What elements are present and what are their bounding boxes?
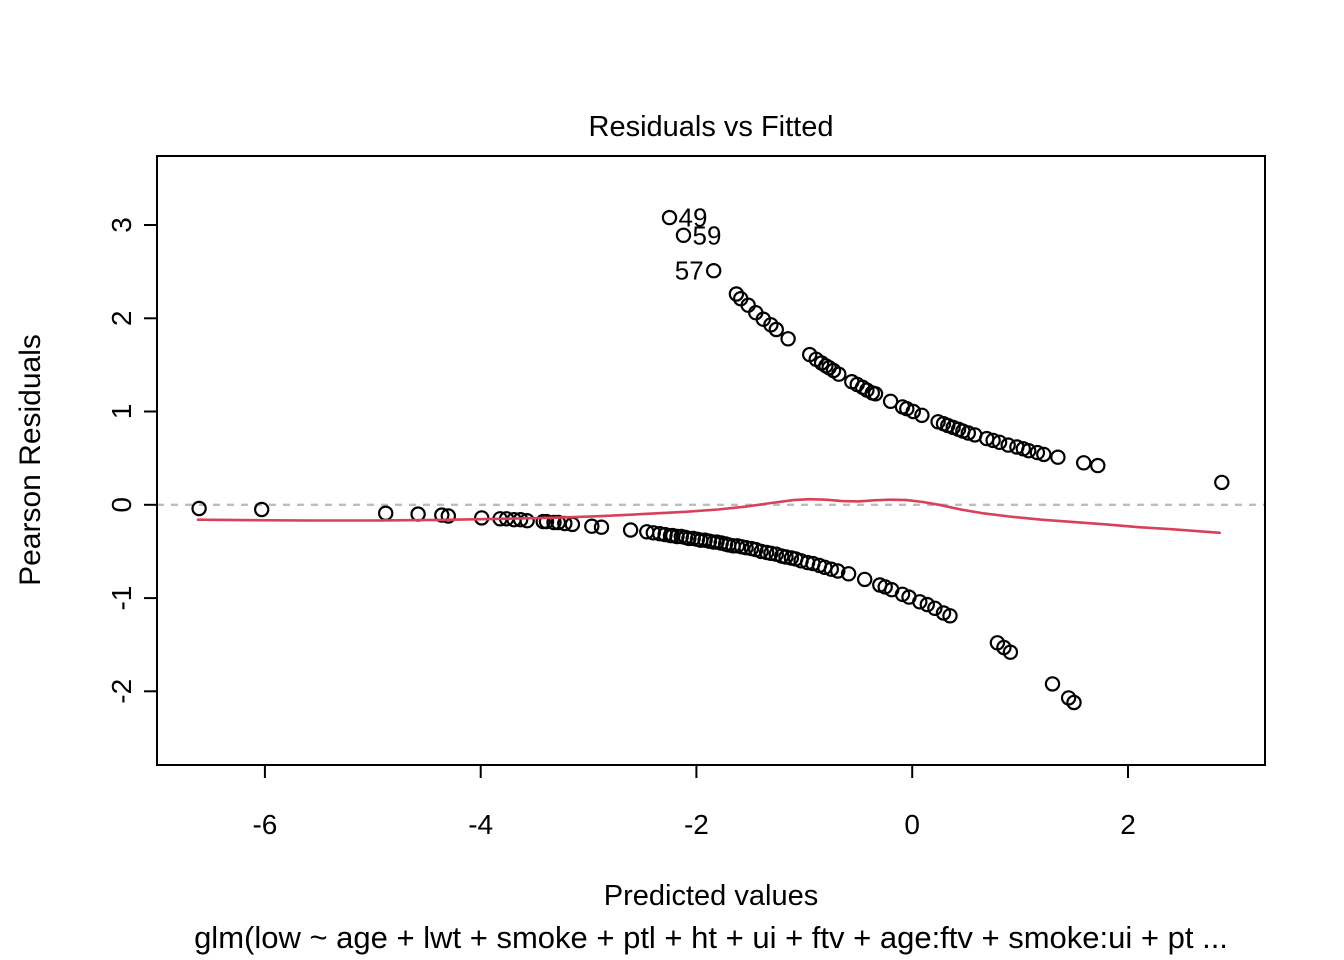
data-point-negative-residuals [942,608,958,624]
y-tick-label: 1 [106,404,137,420]
data-point-positive-residuals [768,321,785,338]
data-point-positive-residuals [882,393,899,409]
model-caption: glm(low ~ age + lwt + smoke + ptl + ht +… [194,920,1228,955]
data-point-negative-residuals [410,506,426,522]
y-tick-label: 2 [106,311,137,327]
data-point-negative-residuals [927,600,943,617]
data-point-negative-residuals [763,545,779,562]
y-tick-label: -2 [106,679,137,704]
data-point-positive-residuals [991,434,1008,450]
data-point-negative-residuals [912,594,928,610]
data-point-positive-residuals [831,366,847,382]
data-point-negative-residuals [440,508,456,524]
smoother-line [196,497,1221,535]
data-point-positive-residuals [1000,437,1016,453]
data-point-positive-residuals [706,263,722,279]
data-point-positive-residuals [661,209,678,226]
data-point-positive-residuals [1075,455,1092,471]
data-point-negative-residuals [584,518,600,534]
x-axis-label: Predicted values [603,880,819,912]
data-point-positive-residuals [1050,449,1066,465]
data-point-negative-residuals [823,561,840,577]
data-point-positive-residuals [1214,474,1230,491]
data-point-negative-residuals [1066,694,1082,711]
data-point-negative-residuals [378,505,394,521]
data-point-positive-residuals [960,425,977,441]
data-point-negative-residuals [622,522,639,538]
data-point-positive-residuals [867,386,884,402]
y-tick-label: 3 [106,217,137,233]
point-label-57: 57 [675,256,704,286]
data-point-negative-residuals [645,525,662,541]
data-point-negative-residuals [857,571,873,588]
data-point-positive-residuals [914,407,930,423]
data-point-negative-residuals [1002,644,1019,660]
plot-border [156,155,1266,766]
data-point-negative-residuals [1044,676,1061,692]
data-point-positive-residuals [985,432,1001,449]
chart-title: Residuals vs Fitted [588,111,834,143]
data-point-positive-residuals [1036,446,1052,463]
x-tick-label: 0 [904,809,920,840]
data-point-negative-residuals [434,507,450,523]
data-point-positive-residuals [728,286,745,302]
data-point-negative-residuals [254,501,270,518]
y-tick-label: 0 [106,497,137,513]
point-label-49: 49 [679,203,708,233]
y-tick-label: -1 [106,586,137,611]
data-point-negative-residuals [593,519,610,535]
data-point-negative-residuals [830,563,846,579]
data-point-negative-residuals [753,543,769,560]
data-point-negative-residuals [550,514,567,531]
data-point-negative-residuals [919,596,936,613]
x-tick-label: -2 [684,809,709,840]
data-point-negative-residuals [519,513,535,529]
data-point-positive-residuals [1090,457,1106,474]
data-point-negative-residuals [538,513,555,530]
data-point-positive-residuals [1020,443,1037,459]
data-point-positive-residuals [780,331,796,347]
data-point-negative-residuals [738,540,754,556]
data-point-positive-residuals [1029,444,1046,461]
data-point-negative-residuals [778,549,794,565]
data-point-negative-residuals [840,566,857,582]
x-tick-label: 2 [1120,809,1136,840]
point-label-59: 59 [693,220,722,250]
data-point-negative-residuals [191,500,207,517]
y-axis-label: Pearson Residuals [14,334,47,586]
x-tick-label: -4 [468,809,493,840]
data-point-positive-residuals [905,403,922,420]
data-point-positive-residuals [675,227,692,243]
data-point-negative-residuals [546,514,562,531]
x-tick-label: -6 [252,809,277,840]
